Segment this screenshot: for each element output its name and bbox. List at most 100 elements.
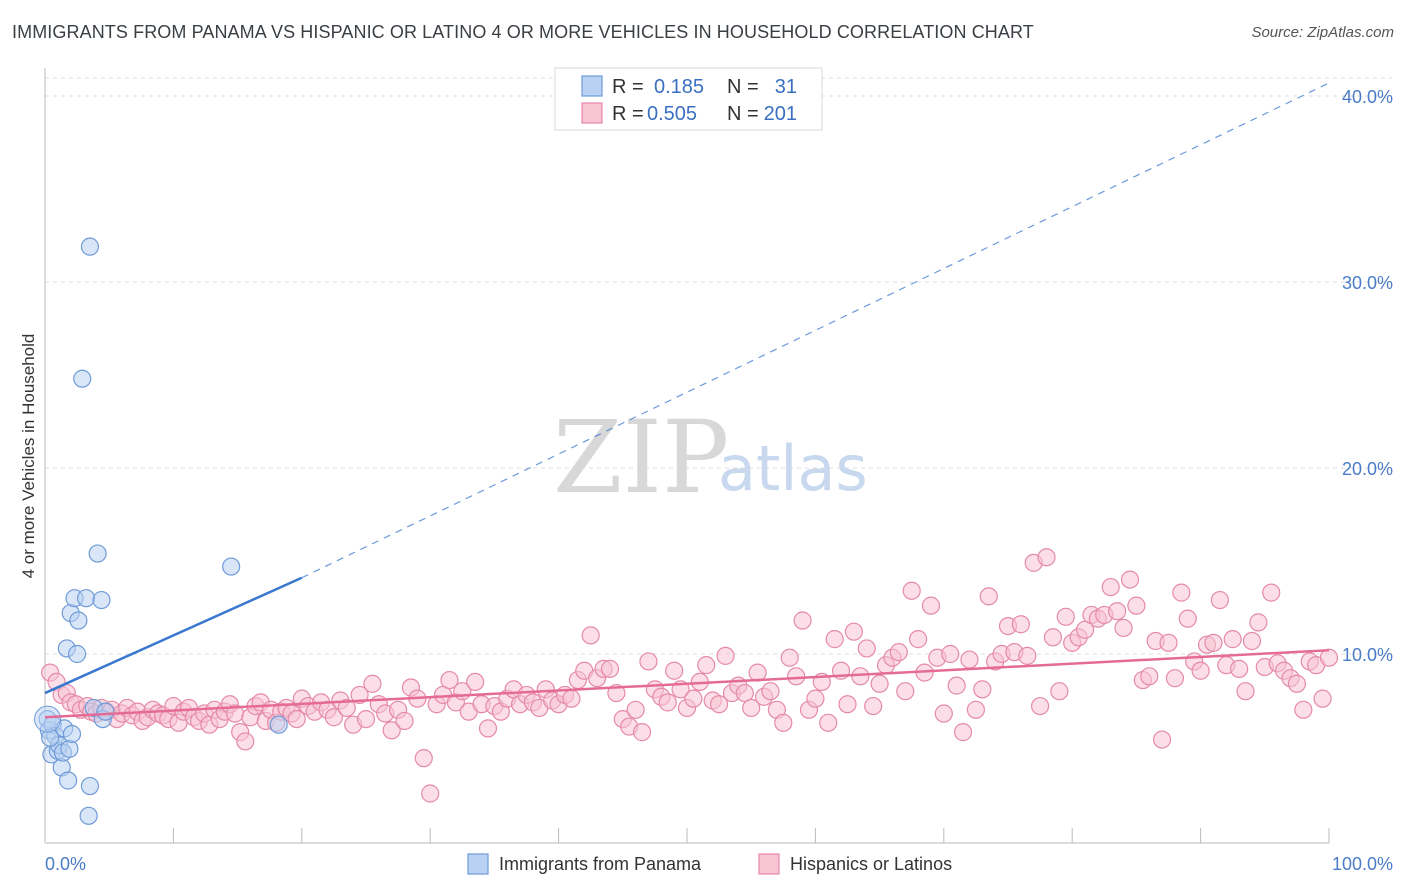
- hispanic-point: [1127, 596, 1146, 615]
- hispanic-point: [742, 698, 761, 718]
- panama-point: [92, 590, 111, 610]
- hispanic-point: [1242, 631, 1262, 651]
- y-tick-label: 20.0%: [1342, 459, 1393, 479]
- hispanic-point: [1249, 613, 1268, 632]
- panama-point: [69, 611, 88, 630]
- y-tick-labels: 10.0% 20.0% 30.0% 40.0%: [1342, 87, 1393, 665]
- hispanic-point: [857, 639, 876, 658]
- hispanic-point: [825, 630, 844, 649]
- watermark-atlas: atlas: [718, 432, 868, 505]
- hispanic-point: [1011, 615, 1030, 634]
- hispanic-point: [793, 611, 812, 630]
- y-axis-label: 4 or more Vehicles in Household: [19, 334, 38, 579]
- hispanic-point: [697, 656, 716, 675]
- x-ticks: 0.0% 100.0%: [44, 828, 1393, 874]
- legend-r-label: R =: [612, 103, 644, 125]
- hispanic-point: [350, 685, 369, 705]
- hispanic-point: [806, 689, 825, 708]
- hispanic-point: [1152, 730, 1172, 749]
- hispanic-point: [902, 581, 921, 600]
- hispanic-point: [440, 670, 459, 690]
- panama-point: [76, 589, 96, 608]
- panama-point: [79, 806, 98, 825]
- hispanic-point: [1108, 602, 1127, 621]
- hispanic-point: [966, 700, 986, 719]
- hispanic-point: [864, 696, 883, 716]
- hispanic-point: [1037, 548, 1056, 567]
- hispanic-point: [1140, 667, 1159, 686]
- panama-point: [60, 739, 79, 758]
- panama-point: [80, 237, 100, 256]
- panama-trend-extension: [301, 82, 1330, 579]
- hispanic-point: [1018, 646, 1037, 665]
- hispanic-point: [1294, 700, 1313, 719]
- y-tick-label: 10.0%: [1342, 645, 1393, 665]
- hispanic-point: [1210, 590, 1229, 610]
- hispanic-point: [1159, 633, 1178, 652]
- hispanic-point: [363, 674, 382, 693]
- hispanic-point: [1223, 630, 1242, 649]
- hispanic-point: [1178, 609, 1197, 628]
- hispanic-point: [1262, 583, 1281, 602]
- hispanic-point: [684, 689, 703, 708]
- hispanic-point: [466, 672, 485, 692]
- hispanic-point: [356, 709, 376, 729]
- hispanic-point: [1230, 659, 1249, 678]
- hispanic-point: [947, 676, 966, 695]
- hispanic-point: [844, 622, 864, 641]
- panama-point: [222, 557, 241, 576]
- hispanic-point: [1030, 696, 1050, 716]
- hispanic-point: [1172, 583, 1191, 602]
- hispanic-point: [639, 652, 658, 671]
- hispanic-point: [889, 643, 908, 662]
- hispanic-point: [287, 709, 306, 729]
- legend-r-value-panama: 0.185: [654, 76, 704, 98]
- hispanic-point: [1165, 669, 1185, 688]
- series-legend: Immigrants from Panama Hispanics or Lati…: [467, 853, 952, 875]
- hispanic-point: [1056, 607, 1075, 626]
- hispanic-point: [632, 723, 652, 742]
- y-tick-label: 30.0%: [1342, 273, 1393, 293]
- hispanic-point: [395, 711, 414, 731]
- hispanic-point: [414, 749, 433, 768]
- hispanic-point: [562, 689, 581, 708]
- hispanic-point: [973, 680, 992, 699]
- hispanic-point: [658, 693, 677, 712]
- hispanic-point: [1287, 674, 1307, 693]
- hispanic-point: [1101, 577, 1120, 597]
- hispanic-point: [1050, 682, 1069, 701]
- series-swatch-panama: [467, 853, 489, 875]
- x-tick-label: 100.0%: [1332, 854, 1393, 874]
- hispanic-trend-line: [44, 649, 1330, 719]
- hispanic-point: [838, 695, 857, 714]
- hispanic-point: [979, 587, 998, 606]
- hispanic-point: [1043, 628, 1063, 647]
- x-tick-label: 0.0%: [45, 854, 86, 874]
- hispanic-point: [1114, 618, 1133, 638]
- panama-point: [59, 771, 78, 790]
- panama-point: [269, 715, 288, 734]
- panama-point: [67, 644, 87, 664]
- watermark-zip: ZIP: [553, 399, 729, 516]
- panama-trend-line: [44, 576, 303, 695]
- hispanic-point: [600, 659, 620, 678]
- panama-point: [88, 544, 107, 563]
- hispanic-point: [665, 661, 684, 680]
- panama-point: [62, 724, 82, 744]
- hispanic-point: [581, 626, 600, 645]
- legend-r-label: R =: [612, 76, 644, 98]
- hispanic-point: [780, 648, 799, 667]
- hispanic-point: [324, 708, 343, 727]
- hispanic-point: [774, 713, 793, 732]
- correlation-legend: R = 0.185 N = 31 R = 0.505 N = 201: [554, 67, 823, 131]
- y-tick-label: 40.0%: [1342, 87, 1393, 107]
- panama-point: [96, 702, 115, 721]
- legend-n-value-hispanic: 201: [764, 103, 797, 125]
- legend-r-value-hispanic: 0.505: [647, 103, 697, 125]
- hispanic-point: [1191, 661, 1210, 680]
- series-label-hispanic: Hispanics or Latinos: [790, 854, 952, 874]
- hispanic-point: [1204, 633, 1223, 652]
- hispanic-point: [934, 704, 953, 723]
- legend-n-value-panama: 31: [775, 76, 797, 98]
